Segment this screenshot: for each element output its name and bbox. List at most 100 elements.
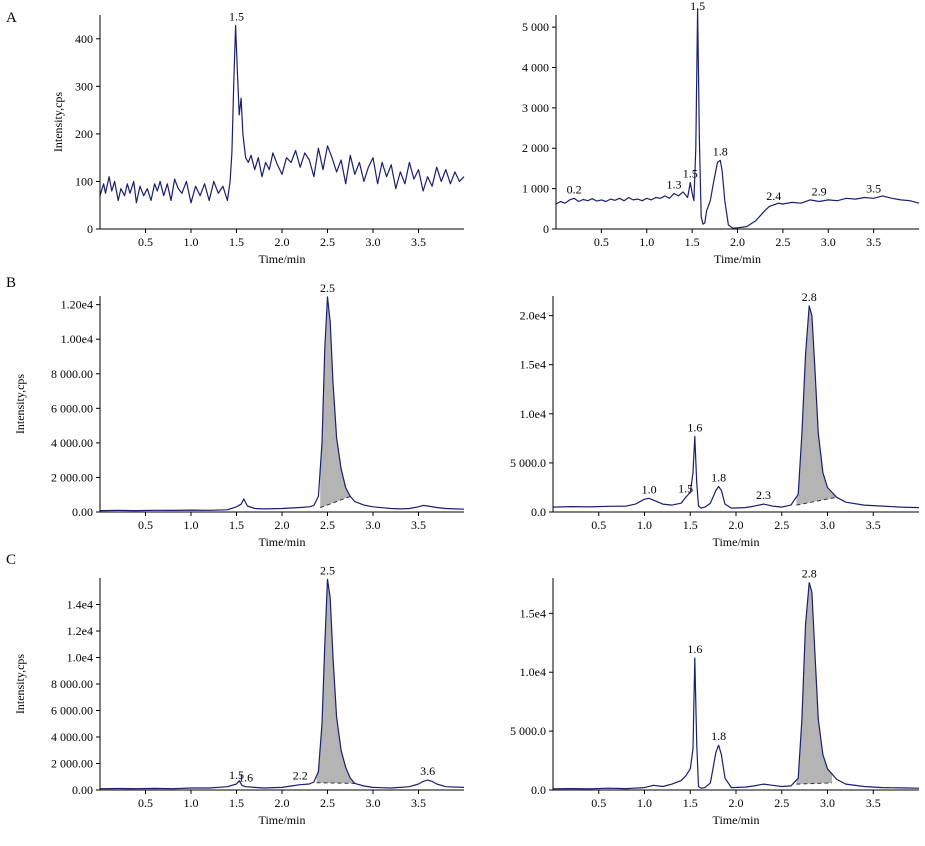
chromatogram-trace [552, 582, 920, 790]
y-tick-label: 1.20e4 [61, 298, 93, 312]
chromatogram-trace [99, 24, 465, 204]
x-tick-label: 3.5 [866, 235, 881, 249]
row-label-c: C [6, 552, 16, 568]
x-tick-label: 3.0 [820, 518, 835, 532]
y-tick-label: 1.5e4 [520, 606, 546, 620]
x-tick-label: 1.5 [229, 235, 244, 249]
peak-label: 2.5 [320, 281, 335, 295]
x-tick-label: 1.0 [184, 518, 199, 532]
peak-area-fill [796, 582, 833, 785]
peak-label: 1.5 [229, 9, 244, 23]
y-tick-label: 0.00 [72, 505, 93, 519]
peak-label: 1.8 [711, 729, 726, 743]
y-tick-label: 1.0e4 [520, 407, 546, 421]
x-tick-label: 3.0 [366, 235, 381, 249]
peak-label: 1.5 [690, 0, 705, 13]
x-tick-label: 2.0 [729, 518, 744, 532]
x-tick-label: 1.5 [229, 796, 244, 810]
panel-b-right: 0.5 1.0 1.5 2.0 2.5 3.0 3.5 0.0 5 000.0 1.0e4 1.5e… [510, 290, 920, 549]
y-tick-label: 4 000.00 [51, 436, 93, 450]
integration-baseline [316, 782, 355, 784]
y-tick-label: 0 [543, 222, 549, 236]
y-tick-label: 100 [75, 174, 93, 188]
row-label-b: B [6, 275, 16, 291]
peak-label: 2.9 [812, 185, 827, 199]
peak-area-fill [316, 579, 355, 784]
x-tick-label: 0.5 [591, 796, 606, 810]
y-tick-label: 3 000 [522, 101, 549, 115]
y-tick-label: 400 [75, 32, 93, 46]
y-axis-title: Intensity,cps [13, 374, 27, 435]
panel-c-left: 0.5 1.0 1.5 2.0 2.5 3.0 3.5 0.00 2 000.00 4 000.0… [13, 563, 465, 827]
peak-label: 1.3 [666, 177, 681, 191]
x-tick-label: 1.0 [639, 235, 654, 249]
y-tick-label: 2 000.00 [51, 757, 93, 771]
y-tick-label: 1.0e4 [520, 665, 546, 679]
x-tick-label: 2.5 [320, 518, 335, 532]
x-tick-label: 3.5 [411, 235, 426, 249]
peak-label: 1.6 [687, 642, 702, 656]
x-tick-label: 3.0 [366, 518, 381, 532]
y-tick-label: 1.5e4 [520, 358, 546, 372]
peak-label: 2.4 [766, 189, 781, 203]
x-axis-title: Time/min [259, 535, 306, 549]
x-tick-label: 2.5 [320, 796, 335, 810]
integration-baseline [796, 782, 833, 785]
y-tick-label: 4 000.00 [51, 730, 93, 744]
y-axis-title: Intensity,cps [13, 654, 27, 715]
y-tick-label: 5 000.0 [510, 456, 546, 470]
panel-c-right: 0.5 1.0 1.5 2.0 2.5 3.0 3.5 0.0 5 000.0 1.0e4 1.5e… [510, 567, 920, 827]
x-tick-label: 3.5 [866, 518, 881, 532]
peak-label: 2.5 [320, 563, 335, 577]
y-tick-label: 2.0e4 [520, 309, 546, 323]
chromatogram-panels: 0.5 1.0 1.5 2.0 2.5 3.0 3.5 0 100 200 300 400 Time/m… [13, 0, 920, 827]
x-tick-label: 3.5 [866, 796, 881, 810]
y-tick-label: 0.0 [531, 783, 546, 797]
peak-label: 3.6 [420, 764, 435, 778]
x-tick-label: 0.5 [138, 796, 153, 810]
chromatogram-trace [555, 8, 920, 229]
x-tick-label: 1.0 [184, 235, 199, 249]
peak-label: 1.5 [229, 768, 244, 782]
x-tick-label: 2.5 [320, 235, 335, 249]
x-tick-label: 2.0 [275, 235, 290, 249]
x-tick-label: 3.5 [411, 518, 426, 532]
x-tick-label: 2.0 [275, 518, 290, 532]
peak-label: 1.6 [238, 771, 253, 785]
x-axis-title: Time/min [713, 535, 760, 549]
x-tick-label: 3.0 [366, 796, 381, 810]
peak-label: 1.8 [711, 470, 726, 484]
x-tick-label: 1.5 [229, 518, 244, 532]
y-tick-label: 4 000 [522, 60, 549, 74]
y-tick-label: 6 000.00 [51, 401, 93, 415]
y-tick-label: 0.0 [531, 505, 546, 519]
y-tick-label: 1 000 [522, 182, 549, 196]
x-tick-label: 3.0 [820, 796, 835, 810]
peak-label: 1.8 [713, 144, 728, 158]
y-tick-label: 1.0e4 [67, 651, 93, 665]
x-tick-label: 1.0 [637, 796, 652, 810]
x-axis-title: Time/min [714, 252, 761, 266]
y-tick-label: 200 [75, 127, 93, 141]
peak-label: 1.5 [678, 481, 693, 495]
row-label-a: A [6, 10, 17, 26]
peak-label: 1.5 [683, 167, 698, 181]
panel-b-left: 0.5 1.0 1.5 2.0 2.5 3.0 3.5 0.00 2 000.00 4 000.0… [13, 281, 465, 549]
x-tick-label: 1.0 [637, 518, 652, 532]
peak-label: 3.5 [866, 182, 881, 196]
x-tick-label: 0.5 [594, 235, 609, 249]
x-tick-label: 1.0 [184, 796, 199, 810]
panel-a-left: 0.5 1.0 1.5 2.0 2.5 3.0 3.5 0 100 200 300 400 Time/m… [51, 9, 465, 266]
x-tick-label: 0.5 [138, 518, 153, 532]
x-tick-label: 3.0 [821, 235, 836, 249]
x-axis-title: Time/min [713, 813, 760, 827]
y-tick-label: 0.00 [72, 783, 93, 797]
x-tick-label: 2.0 [729, 796, 744, 810]
y-axis-title: Intensity,cps [51, 92, 65, 153]
x-axis-title: Time/min [259, 813, 306, 827]
y-tick-label: 1.4e4 [67, 598, 93, 612]
y-tick-label: 300 [75, 79, 93, 93]
peak-label: 0.2 [567, 182, 582, 196]
y-tick-label: 1.00e4 [61, 332, 93, 346]
